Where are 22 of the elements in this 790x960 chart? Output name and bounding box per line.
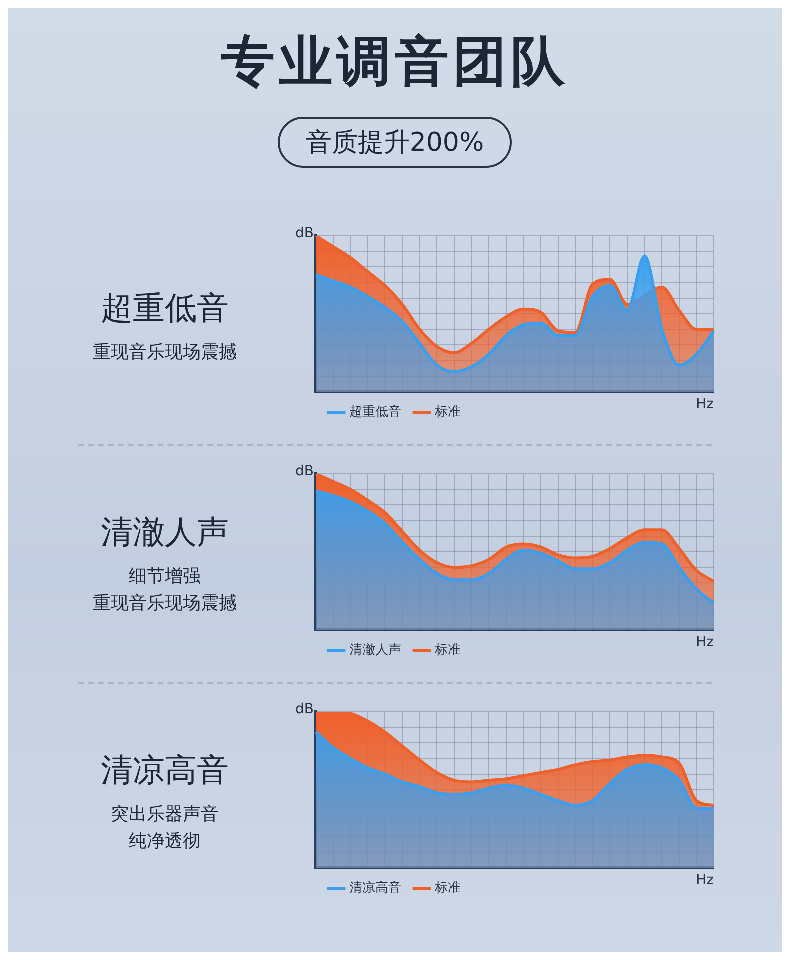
text: 专业调音团队	[221, 29, 569, 95]
text: 突出乐器声音	[110, 803, 220, 827]
text: 重现音乐现场震撼	[92, 592, 238, 616]
text: 超重低音	[100, 288, 230, 328]
x-axis-title: Hz	[696, 634, 714, 650]
legend-label: 标准	[434, 880, 461, 896]
legend-label: 标准	[434, 642, 461, 658]
legend-label: 清凉高音	[350, 879, 402, 896]
text: 清澈人声	[100, 512, 230, 553]
text: 重现音乐现场震撼	[92, 340, 238, 364]
text: 纯净透彻	[128, 830, 202, 854]
x-axis-title: Hz	[696, 396, 714, 412]
y-axis-title: dB	[296, 225, 314, 242]
legend-label: 超重低音	[350, 404, 402, 420]
y-axis-title: dB	[296, 463, 314, 480]
legend-label: 标准	[434, 404, 461, 420]
text: 细节增强	[128, 565, 202, 589]
text: 音质提升200%	[278, 117, 512, 168]
x-axis-title: Hz	[696, 872, 714, 888]
legend-label: 清澈人声	[350, 642, 402, 658]
y-axis-title: dB	[296, 701, 314, 718]
text: 清凉高音	[100, 750, 230, 791]
